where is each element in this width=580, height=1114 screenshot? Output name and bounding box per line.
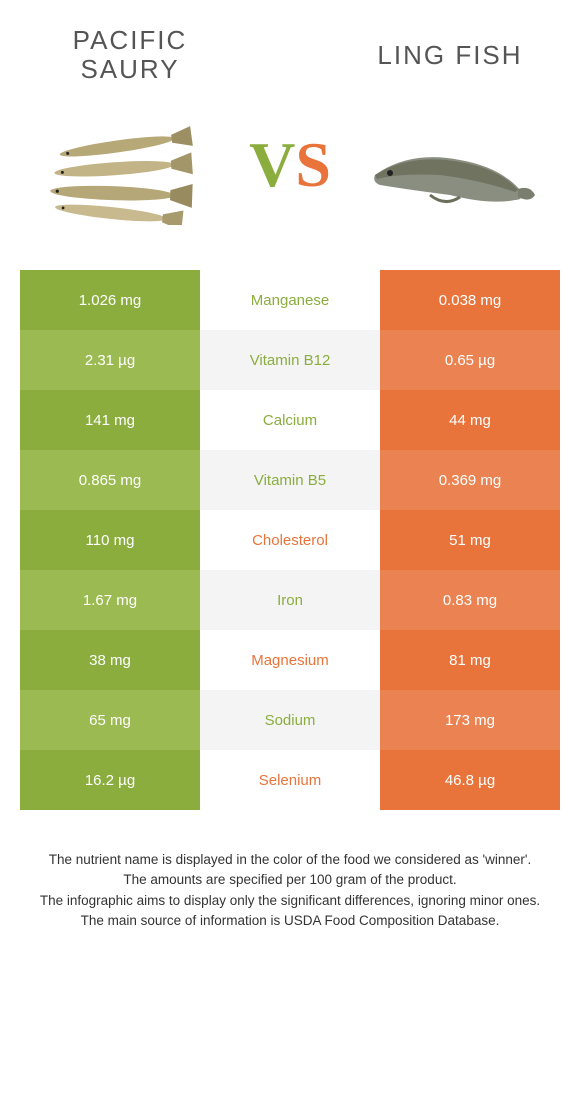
right-value: 0.038 mg xyxy=(380,270,560,330)
nutrient-row: 2.31 µgVitamin B120.65 µg xyxy=(20,330,560,390)
left-value: 1.67 mg xyxy=(20,570,200,630)
nutrient-row: 141 mgCalcium44 mg xyxy=(20,390,560,450)
right-food-image xyxy=(365,110,535,230)
left-value: 16.2 µg xyxy=(20,750,200,810)
comparison-header: PACIFIC SAURY xyxy=(0,0,580,240)
right-value: 173 mg xyxy=(380,690,560,750)
nutrient-name: Vitamin B5 xyxy=(200,450,380,510)
left-food-image xyxy=(45,110,215,230)
right-food-block: LING FISH xyxy=(350,20,550,230)
right-value: 44 mg xyxy=(380,390,560,450)
footer-line-3: The infographic aims to display only the… xyxy=(20,891,560,911)
nutrient-name: Manganese xyxy=(200,270,380,330)
right-value: 51 mg xyxy=(380,510,560,570)
left-food-title: PACIFIC SAURY xyxy=(30,20,230,90)
nutrient-name: Selenium xyxy=(200,750,380,810)
nutrient-name: Magnesium xyxy=(200,630,380,690)
left-value: 65 mg xyxy=(20,690,200,750)
nutrient-row: 110 mgCholesterol51 mg xyxy=(20,510,560,570)
right-value: 46.8 µg xyxy=(380,750,560,810)
nutrient-name: Cholesterol xyxy=(200,510,380,570)
nutrient-row: 1.026 mgManganese0.038 mg xyxy=(20,270,560,330)
footer-line-2: The amounts are specified per 100 gram o… xyxy=(20,870,560,890)
vs-s: S xyxy=(295,129,331,200)
footer-notes: The nutrient name is displayed in the co… xyxy=(20,850,560,931)
left-value: 38 mg xyxy=(20,630,200,690)
nutrient-name: Iron xyxy=(200,570,380,630)
right-value: 0.65 µg xyxy=(380,330,560,390)
vs-v: V xyxy=(249,129,295,200)
nutrient-row: 0.865 mgVitamin B50.369 mg xyxy=(20,450,560,510)
nutrient-name: Calcium xyxy=(200,390,380,450)
nutrient-row: 1.67 mgIron0.83 mg xyxy=(20,570,560,630)
footer-line-4: The main source of information is USDA F… xyxy=(20,911,560,931)
right-value: 81 mg xyxy=(380,630,560,690)
left-value: 141 mg xyxy=(20,390,200,450)
nutrient-name: Sodium xyxy=(200,690,380,750)
footer-line-1: The nutrient name is displayed in the co… xyxy=(20,850,560,870)
left-value: 1.026 mg xyxy=(20,270,200,330)
left-value: 110 mg xyxy=(20,510,200,570)
left-food-block: PACIFIC SAURY xyxy=(30,20,230,230)
nutrient-row: 38 mgMagnesium81 mg xyxy=(20,630,560,690)
right-value: 0.369 mg xyxy=(380,450,560,510)
left-value: 0.865 mg xyxy=(20,450,200,510)
nutrient-row: 65 mgSodium173 mg xyxy=(20,690,560,750)
right-food-title: LING FISH xyxy=(377,20,522,90)
vs-label: VS xyxy=(249,128,331,202)
left-value: 2.31 µg xyxy=(20,330,200,390)
nutrient-table: 1.026 mgManganese0.038 mg2.31 µgVitamin … xyxy=(20,270,560,810)
nutrient-row: 16.2 µgSelenium46.8 µg xyxy=(20,750,560,810)
nutrient-name: Vitamin B12 xyxy=(200,330,380,390)
right-value: 0.83 mg xyxy=(380,570,560,630)
